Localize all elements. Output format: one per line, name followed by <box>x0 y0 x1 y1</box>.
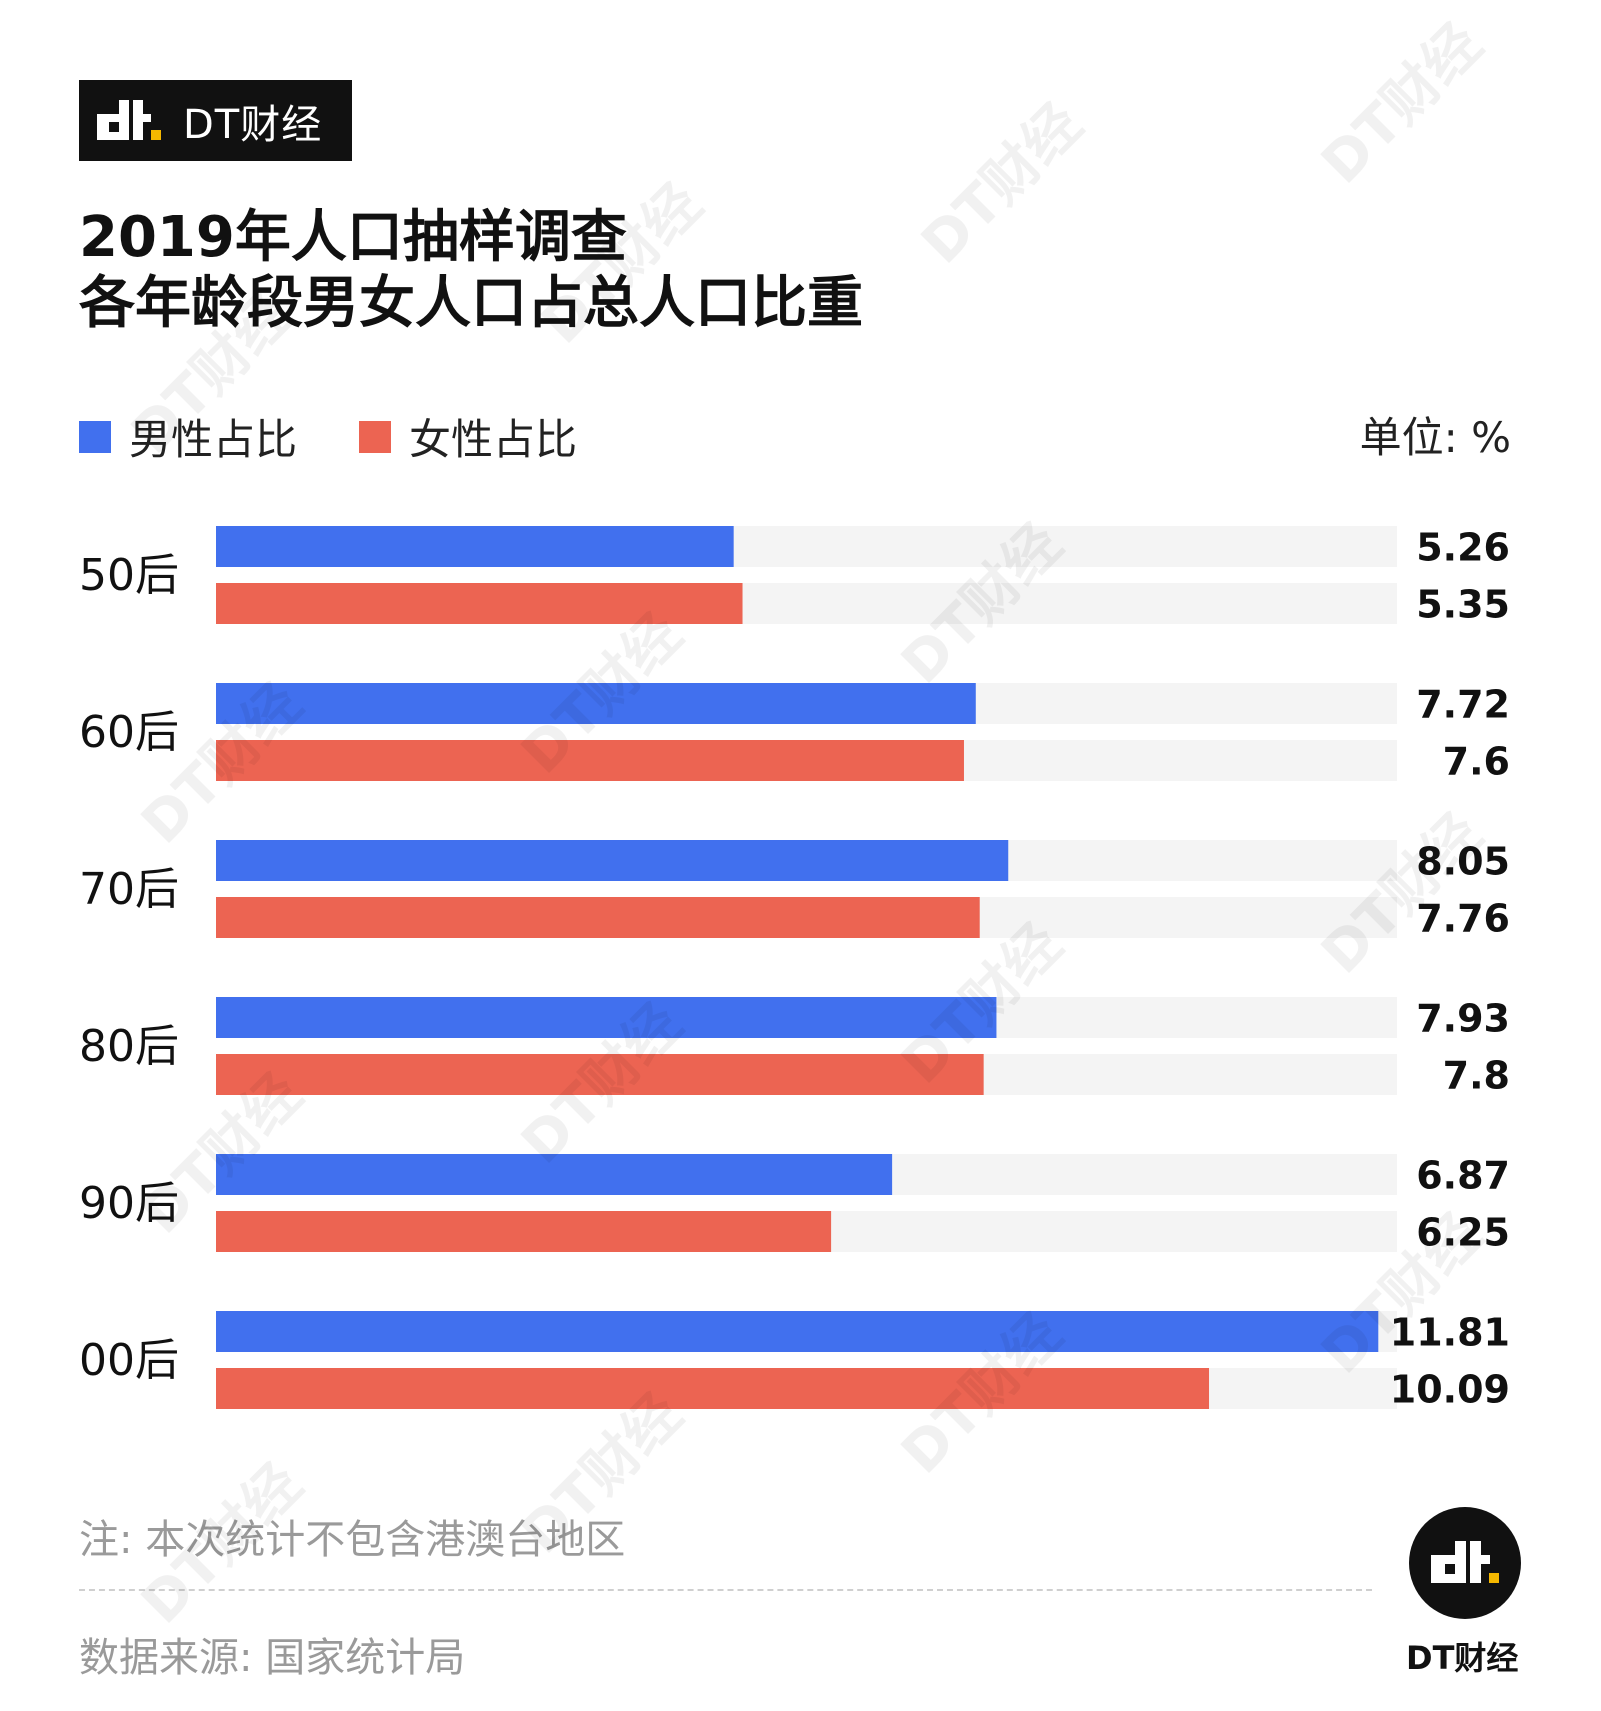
footnote: 注: 本次统计不包含港澳台地区 <box>79 1517 626 1563</box>
brand-badge: DT财经 <box>79 80 352 161</box>
bar-female <box>216 583 743 624</box>
bar-female <box>216 1054 984 1095</box>
dt-logo-icon <box>1431 1541 1499 1583</box>
bar-chart: 50后 5.26 5.35 60后 7.72 7.6 70后 8.05 7.76 80后 7.93 7… <box>79 526 1510 1412</box>
bar-male <box>216 526 734 567</box>
value-label-male: 7.93 <box>1416 997 1510 1041</box>
bar-male <box>216 683 976 724</box>
value-label-female: 7.76 <box>1416 897 1510 941</box>
legend-item-female: 女性占比 <box>359 406 577 467</box>
chart-title: 2019年人口抽样调查 各年龄段男女人口占总人口比重 <box>79 205 863 337</box>
title-line-2: 各年龄段男女人口占总人口比重 <box>79 271 863 336</box>
value-label-male: 6.87 <box>1416 1154 1510 1198</box>
legend-item-male: 男性占比 <box>79 406 297 467</box>
category-label: 80后 <box>79 1021 179 1072</box>
footer-logo <box>1409 1507 1521 1619</box>
legend: 男性占比 女性占比 <box>79 406 639 467</box>
bar-male <box>216 997 997 1038</box>
value-label-female: 5.35 <box>1416 583 1510 627</box>
legend-swatch-female <box>359 420 392 453</box>
bar-male <box>216 1311 1379 1352</box>
value-label-female: 10.09 <box>1390 1368 1510 1412</box>
bar-female <box>216 740 964 781</box>
category-label: 50后 <box>79 550 179 601</box>
legend-swatch-male <box>79 420 111 453</box>
category-label: 70后 <box>79 864 179 915</box>
value-label-male: 11.81 <box>1390 1311 1510 1355</box>
title-line-1: 2019年人口抽样调查 <box>79 205 627 270</box>
bar-male <box>216 840 1009 881</box>
divider <box>79 1589 1372 1591</box>
value-label-male: 7.72 <box>1416 683 1510 727</box>
data-source: 数据来源: 国家统计局 <box>79 1635 466 1681</box>
value-label-female: 6.25 <box>1416 1211 1510 1255</box>
category-label: 00后 <box>79 1335 179 1386</box>
bar-female <box>216 1368 1210 1409</box>
legend-label-male: 男性占比 <box>129 415 298 464</box>
bar-female <box>216 897 980 938</box>
unit-label: 单位: % <box>1359 413 1511 462</box>
value-label-female: 7.6 <box>1443 740 1510 784</box>
category-label: 60后 <box>79 707 179 758</box>
brand-name: DT财经 <box>183 101 323 148</box>
watermark: DT财经 <box>909 91 1095 277</box>
legend-label-female: 女性占比 <box>409 415 578 464</box>
value-label-female: 7.8 <box>1443 1054 1510 1098</box>
value-label-male: 8.05 <box>1416 840 1510 884</box>
category-label: 90后 <box>79 1178 179 1229</box>
watermark: DT财经 <box>1309 11 1495 197</box>
bar-male <box>216 1154 893 1195</box>
footer-logo-caption: DT财经 <box>1406 1639 1519 1677</box>
value-label-male: 5.26 <box>1416 526 1510 570</box>
dt-logo-icon <box>97 99 161 140</box>
bar-female <box>216 1211 832 1252</box>
